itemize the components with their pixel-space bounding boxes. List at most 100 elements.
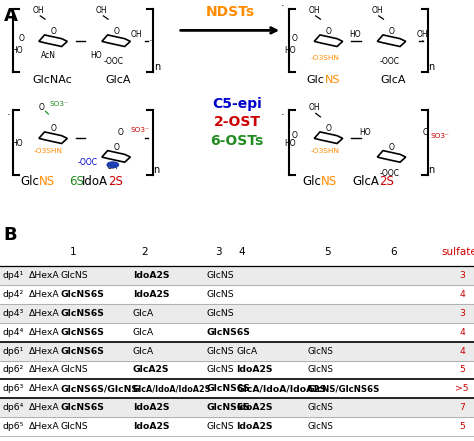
Text: ΔHexA: ΔHexA (28, 271, 59, 280)
Text: OH: OH (107, 162, 118, 172)
Text: GlcNS: GlcNS (206, 422, 234, 431)
Text: NS: NS (325, 75, 340, 85)
Text: GlcNS: GlcNS (61, 422, 88, 431)
Text: OH: OH (33, 6, 45, 15)
Text: 5: 5 (459, 422, 465, 431)
Text: ·: · (421, 36, 425, 46)
Text: 1: 1 (70, 247, 77, 258)
Text: OH: OH (372, 6, 383, 15)
Text: GlcA: GlcA (133, 309, 154, 318)
Text: OH: OH (130, 30, 142, 39)
Text: GlcNS6S: GlcNS6S (206, 328, 250, 336)
Text: dp4¹: dp4¹ (2, 271, 24, 280)
Text: NS: NS (321, 175, 337, 188)
Text: SO3⁻: SO3⁻ (130, 127, 149, 133)
Text: n: n (428, 165, 435, 175)
Text: ΔHexA: ΔHexA (28, 366, 59, 374)
Text: 2S: 2S (108, 175, 123, 188)
Text: GlcNS6S: GlcNS6S (61, 328, 105, 336)
Text: 4: 4 (459, 290, 465, 299)
Text: 3: 3 (215, 247, 221, 258)
Text: SO3⁻: SO3⁻ (430, 133, 449, 139)
Text: dp6⁴: dp6⁴ (2, 404, 24, 412)
Text: GlcNS6S: GlcNS6S (61, 309, 105, 318)
Text: GlcA/IdoA/IdoA2S: GlcA/IdoA/IdoA2S (236, 385, 326, 393)
Text: 4: 4 (238, 247, 245, 258)
Text: 4: 4 (459, 347, 465, 355)
Text: n: n (154, 63, 160, 72)
Text: GlcA: GlcA (133, 347, 154, 355)
Text: ΔHexA: ΔHexA (28, 328, 59, 336)
Text: dp4⁴: dp4⁴ (2, 328, 24, 336)
Text: ΔHexA: ΔHexA (28, 347, 59, 355)
Text: OH: OH (309, 6, 320, 15)
Text: dp6²: dp6² (2, 366, 24, 374)
Text: ·: · (149, 36, 153, 46)
Text: dp4²: dp4² (2, 290, 24, 299)
Text: 2-OST: 2-OST (213, 115, 261, 129)
Text: Glc: Glc (20, 175, 39, 188)
Text: GlcA/IdoA/IdoA2S: GlcA/IdoA/IdoA2S (133, 385, 211, 393)
Text: HO: HO (90, 52, 101, 60)
Text: OH: OH (309, 103, 320, 112)
Text: GlcA2S: GlcA2S (133, 366, 169, 374)
Text: 7: 7 (459, 404, 465, 412)
Text: -O3SHN: -O3SHN (310, 148, 339, 154)
Text: ΔHexA: ΔHexA (28, 422, 59, 431)
Text: O: O (39, 103, 45, 112)
Text: GlcNS: GlcNS (206, 309, 234, 318)
Text: 4: 4 (459, 328, 465, 336)
Text: GlcA: GlcA (352, 175, 379, 188)
Text: HO: HO (11, 139, 23, 148)
Text: GlcNS6S: GlcNS6S (61, 347, 105, 355)
Text: NDSTs: NDSTs (205, 5, 255, 19)
Text: HO: HO (285, 45, 296, 55)
Text: IdoA2S: IdoA2S (133, 404, 169, 412)
Text: IdoA2S: IdoA2S (133, 271, 169, 280)
Text: O: O (326, 124, 331, 133)
Text: ΔHexA: ΔHexA (28, 290, 59, 299)
Text: GlcNS: GlcNS (206, 290, 234, 299)
Text: -OOC: -OOC (380, 169, 400, 179)
Text: O: O (118, 128, 124, 137)
Text: IdoA2S: IdoA2S (236, 422, 273, 431)
Bar (0, 303, 474, 322)
Text: ·: · (281, 110, 284, 120)
Text: HO: HO (285, 139, 296, 148)
Text: GlcNS: GlcNS (206, 366, 234, 374)
Text: 6: 6 (390, 247, 397, 258)
Text: GlcNS6S/GlcNS: GlcNS6S/GlcNS (61, 385, 139, 393)
Text: O: O (423, 128, 428, 137)
Text: GlcNS: GlcNS (307, 347, 333, 355)
Text: Glc: Glc (302, 175, 321, 188)
Text: GlcNS: GlcNS (307, 366, 333, 374)
Text: GlcNS: GlcNS (307, 422, 333, 431)
Text: dp6¹: dp6¹ (2, 347, 24, 355)
Text: GlcA: GlcA (133, 328, 154, 336)
Text: IdoA2S: IdoA2S (133, 290, 169, 299)
Text: HO: HO (11, 45, 23, 55)
Text: SO3⁻: SO3⁻ (50, 101, 69, 107)
Text: 2S: 2S (379, 175, 394, 188)
Text: O: O (389, 142, 394, 152)
Text: GlcNS: GlcNS (206, 347, 234, 355)
Text: HO: HO (359, 128, 371, 137)
Text: IdoA2S: IdoA2S (236, 366, 273, 374)
Text: 5: 5 (324, 247, 330, 258)
Text: B: B (4, 226, 18, 244)
Text: 3: 3 (459, 309, 465, 318)
Text: 5: 5 (459, 366, 465, 374)
Text: O: O (113, 142, 119, 152)
Text: -OOC: -OOC (78, 158, 98, 167)
Text: HO: HO (349, 30, 361, 39)
Text: ·: · (281, 1, 284, 11)
Text: O: O (389, 27, 394, 36)
Text: ΔHexA: ΔHexA (28, 309, 59, 318)
Bar (0, 399, 474, 417)
Text: n: n (154, 165, 160, 175)
Text: AcN: AcN (41, 52, 56, 60)
Text: IdoA2S: IdoA2S (236, 404, 273, 412)
Text: dp4³: dp4³ (2, 309, 24, 318)
Text: ΔHexA: ΔHexA (28, 404, 59, 412)
Text: dp6³: dp6³ (2, 385, 24, 393)
